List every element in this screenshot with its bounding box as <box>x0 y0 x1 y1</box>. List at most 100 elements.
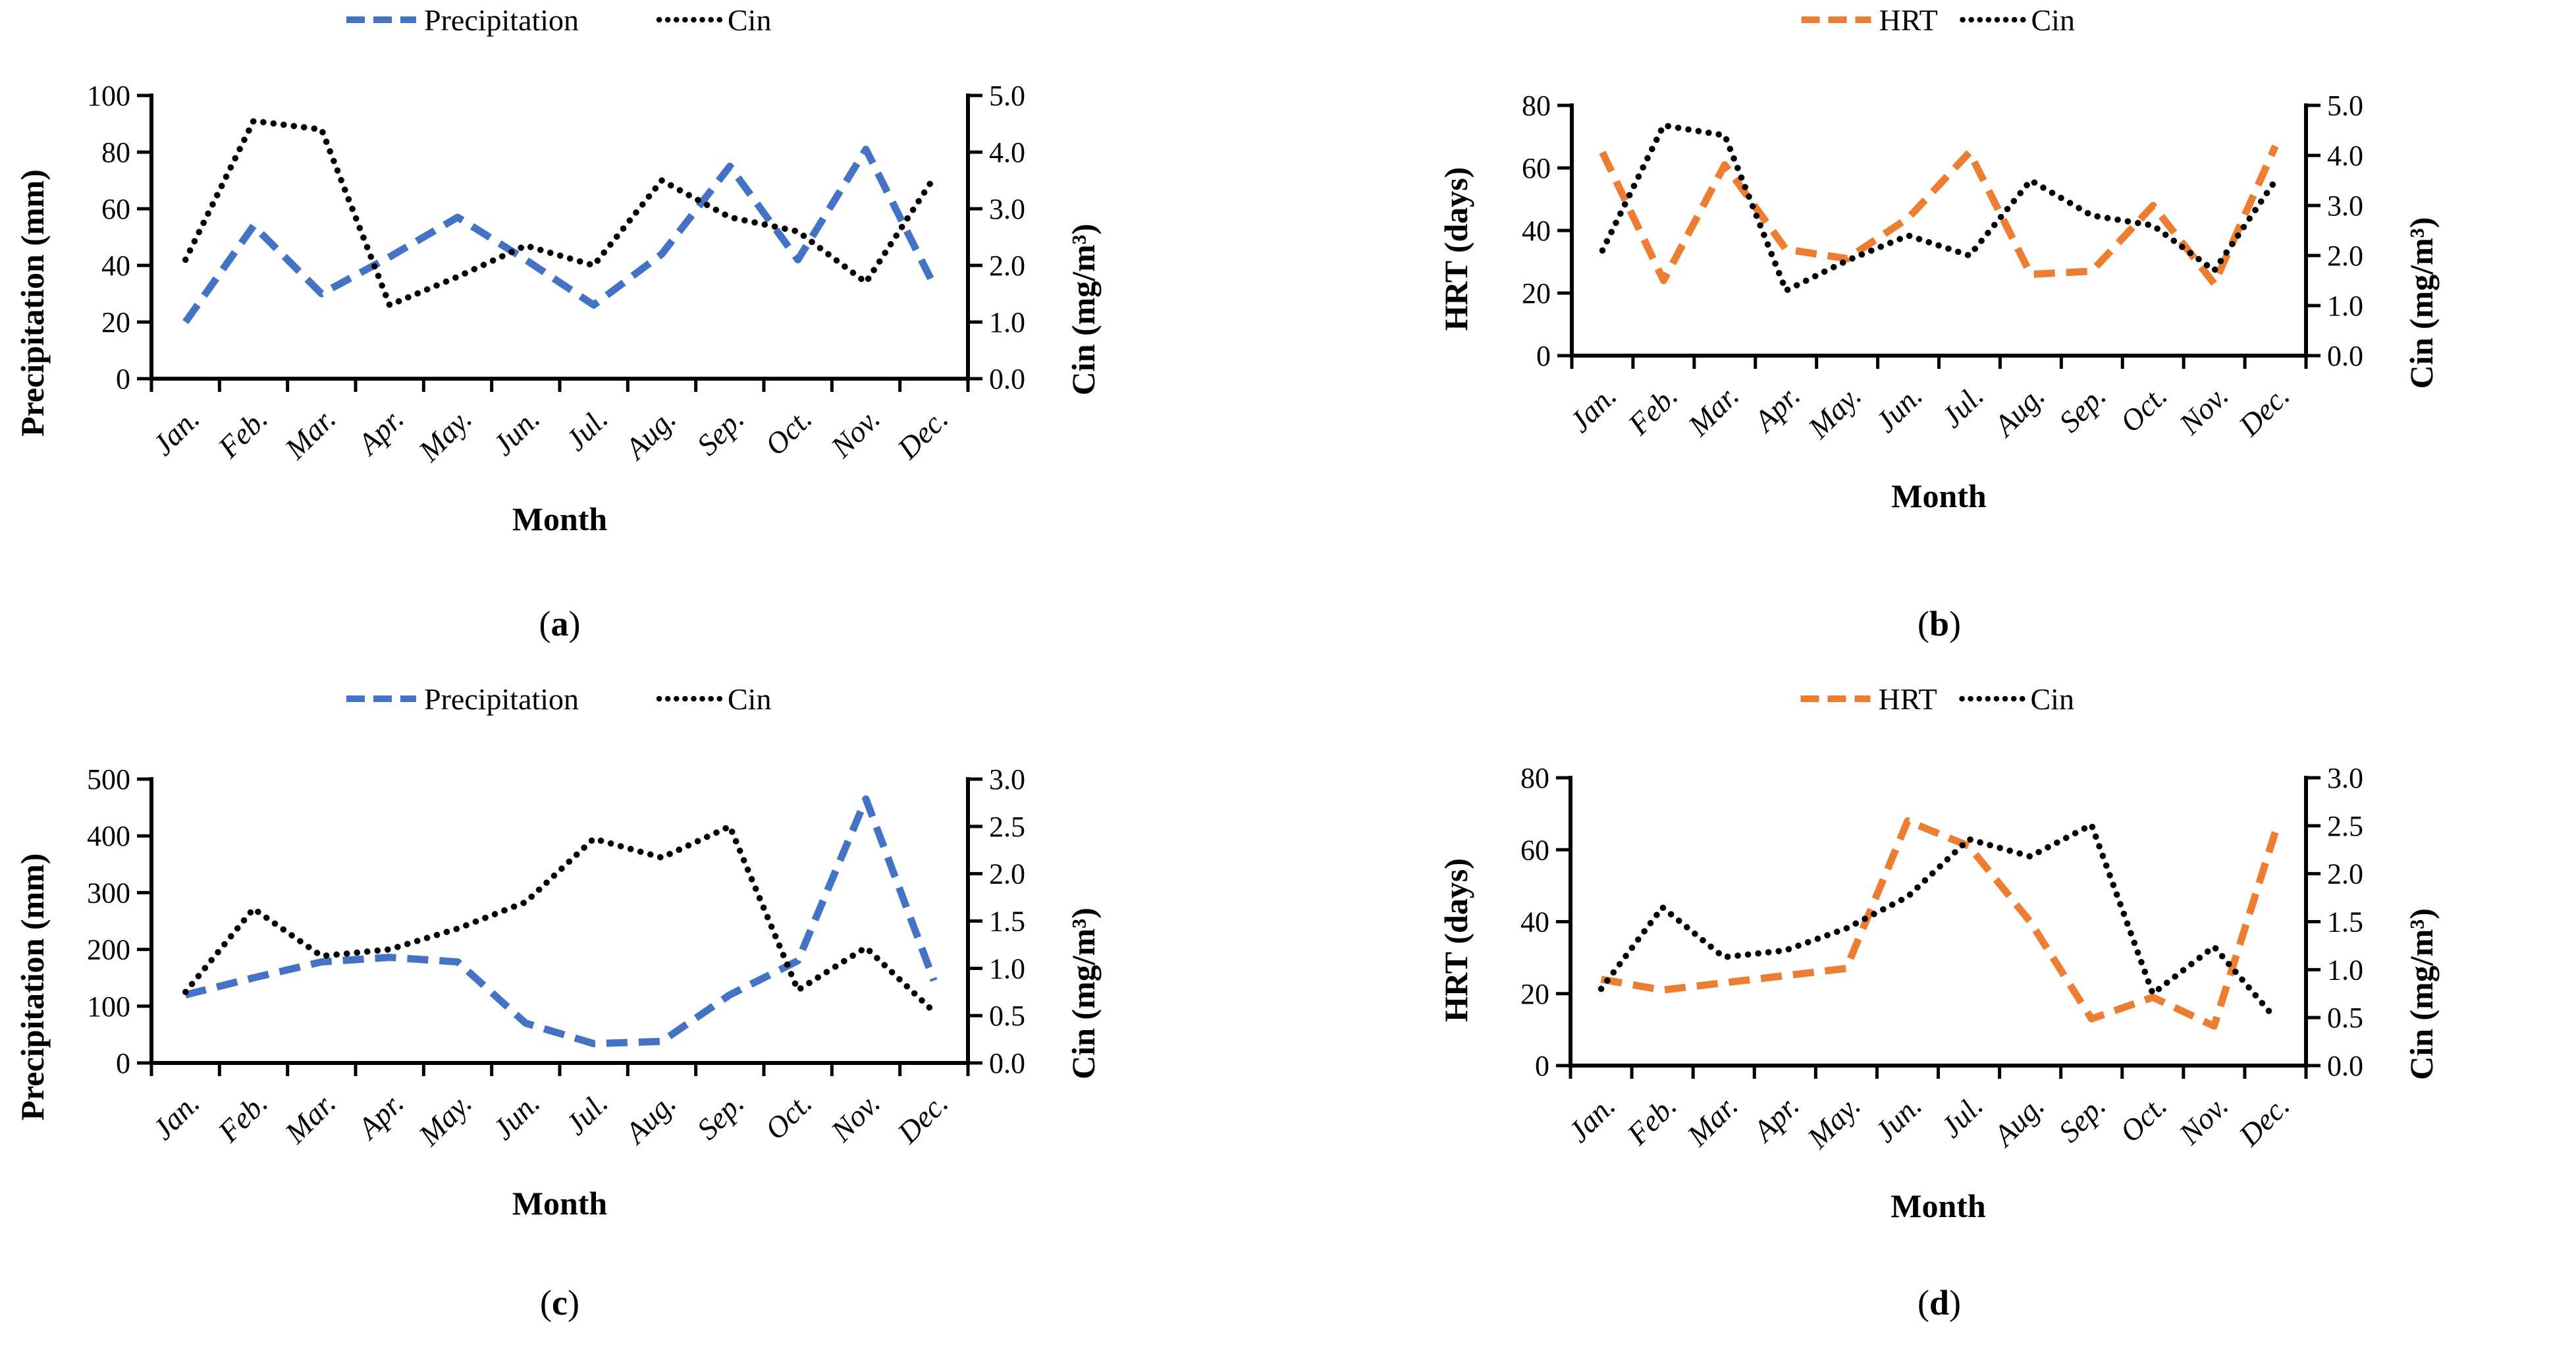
x-tick-label: Jun. <box>1868 1089 1928 1149</box>
chart-c-precipitation-vs-cin: 0 100 200 300 400 500 0.0 0.5 1.0 1.5 2.0 2.5 3.0 Jan… <box>14 682 1102 1222</box>
y-left-tick-label: 500 <box>87 763 130 796</box>
x-tick-label: Jul. <box>1934 1089 1989 1144</box>
y-left-tick-label: 60 <box>1520 834 1549 866</box>
y-right-axis-title: Cin (mg/m³) <box>2403 908 2440 1080</box>
y-right-tick-label: 2.0 <box>989 250 1025 282</box>
y-right-tick-label: 3.0 <box>2327 190 2363 222</box>
x-axis-title: Month <box>512 1185 608 1222</box>
caption-open-paren: ( <box>539 604 551 643</box>
x-tick-label: Oct. <box>2114 379 2174 439</box>
x-tick-label: Jul. <box>559 1086 614 1141</box>
panel-d: 0 20 40 60 80 0.0 0.5 1.0 1.5 2.0 2.5 3.0 Jan. Feb. Ma… <box>1288 679 2576 1358</box>
x-tick-label: Apr. <box>1746 379 1807 439</box>
x-tick-label: Mar. <box>278 1086 342 1150</box>
y-left-tick-label: 100 <box>87 80 130 112</box>
x-tick-label: Nov. <box>824 1086 886 1149</box>
hrt-line <box>1600 817 2279 1030</box>
x-tick-label: Nov. <box>2172 379 2235 441</box>
x-tick-label: Mar. <box>1681 379 1745 443</box>
legend-label-precipitation: Precipitation <box>424 3 579 37</box>
y-right-tick-label: 0.0 <box>989 363 1025 395</box>
x-tick-label: Aug. <box>1986 379 2051 444</box>
y-left-tick-label: 80 <box>1520 762 1549 794</box>
x-tick-label: Feb. <box>1621 379 1684 441</box>
legend-label-precipitation: Precipitation <box>424 682 579 716</box>
x-tick-label: Apr. <box>350 1086 410 1147</box>
precipitation-line <box>182 146 938 325</box>
caption-letter: a <box>550 604 569 643</box>
panel-caption-a: (a) <box>539 603 581 644</box>
caption-open-paren: ( <box>1917 604 1929 643</box>
y-right-tick-label: 2.0 <box>2327 240 2363 272</box>
y-right-tick-label: 1.0 <box>2327 954 2363 986</box>
caption-close-paren: ) <box>568 604 581 643</box>
y-left-tick-label: 0 <box>1536 340 1551 372</box>
x-tick-label: Nov. <box>824 402 886 464</box>
cin-line <box>1597 821 2279 1022</box>
legend-label-cin: Cin <box>2031 682 2074 716</box>
y-right-tick-label: 0.5 <box>2327 1002 2363 1034</box>
x-tick-label: Jun. <box>1869 379 1929 439</box>
x-tick-label: Oct. <box>2113 1089 2173 1149</box>
x-tick-label: Oct. <box>759 402 818 462</box>
y-right-tick-label: 1.5 <box>2327 906 2363 938</box>
x-tick-label: Feb. <box>211 402 274 464</box>
x-tick-label: Feb. <box>211 1086 274 1149</box>
chart-d-hrt-vs-cin: 0204060800.00.51.01.52.02.53.0Jan.Feb.Ma… <box>1437 682 2440 1224</box>
y-right-tick-label: 4.0 <box>2327 140 2363 172</box>
y-right-tick-label: 1.0 <box>989 306 1025 339</box>
y-left-axis-title: Precipitation (mm) <box>14 854 51 1121</box>
x-tick-label: Sep. <box>2052 1089 2112 1149</box>
x-tick-label: Dec. <box>890 1086 954 1150</box>
caption-close-paren: ) <box>1949 1283 1962 1322</box>
y-left-tick-label: 60 <box>101 193 130 225</box>
y-right-axis-title: Cin (mg/m³) <box>2403 217 2440 389</box>
y-right-tick-label: 0.0 <box>2327 1050 2363 1082</box>
y-right-tick-label: 1.0 <box>2327 290 2363 322</box>
y-right-tick-label: 2.0 <box>989 858 1025 890</box>
x-tick-label: Feb. <box>1620 1089 1682 1151</box>
legend-label-cin: Cin <box>2031 3 2075 37</box>
panel-caption-d: (d) <box>1918 1282 1961 1323</box>
y-right-tick-label: 2.0 <box>2327 858 2363 890</box>
x-tick-label: Jun. <box>486 402 546 462</box>
x-tick-label: Sep. <box>2053 379 2112 439</box>
legend-label-cin: Cin <box>728 3 771 37</box>
x-tick-label: May. <box>1800 1089 1867 1155</box>
y-left-tick-label: 40 <box>1522 215 1551 247</box>
x-tick-label: Sep. <box>690 402 750 462</box>
caption-open-paren: ( <box>1917 1283 1929 1322</box>
x-tick-label: Mar. <box>278 402 342 466</box>
y-left-tick-label: 40 <box>1520 906 1549 938</box>
caption-open-paren: ( <box>540 1283 552 1322</box>
x-tick-label: Jan. <box>146 1086 206 1146</box>
y-left-tick-label: 200 <box>87 934 130 966</box>
y-right-tick-label: 3.0 <box>989 763 1025 796</box>
x-tick-label: Jan. <box>1561 1089 1621 1149</box>
y-right-tick-label: 1.0 <box>989 952 1025 985</box>
caption-letter: d <box>1929 1283 1950 1322</box>
y-left-axis-title: HRT (days) <box>1437 858 1474 1022</box>
x-tick-label: May. <box>412 1086 478 1153</box>
legend-label-hrt: HRT <box>1879 682 1937 716</box>
x-tick-label: Nov. <box>2172 1089 2235 1151</box>
y-right-tick-label: 0.0 <box>989 1047 1025 1079</box>
x-tick-label: Jul. <box>1935 379 1990 434</box>
y-right-tick-label: 5.0 <box>989 80 1025 112</box>
x-tick-label: Jul. <box>559 402 614 457</box>
x-tick-label: Jan. <box>146 402 206 462</box>
panel-caption-b: (b) <box>1918 603 1961 644</box>
y-right-tick-label: 0.0 <box>2327 340 2363 372</box>
panel-caption-c: (c) <box>540 1282 579 1323</box>
y-right-tick-label: 2.5 <box>2327 810 2363 842</box>
y-right-tick-label: 1.5 <box>989 906 1025 938</box>
y-left-axis-title: Precipitation (mm) <box>14 169 51 437</box>
x-tick-label: Aug. <box>617 1086 682 1151</box>
y-left-tick-label: 40 <box>101 250 130 282</box>
legend-label-cin: Cin <box>728 682 771 716</box>
cin-line <box>182 117 938 308</box>
x-tick-label: Oct. <box>759 1086 818 1146</box>
x-tick-label: Aug. <box>617 402 682 467</box>
